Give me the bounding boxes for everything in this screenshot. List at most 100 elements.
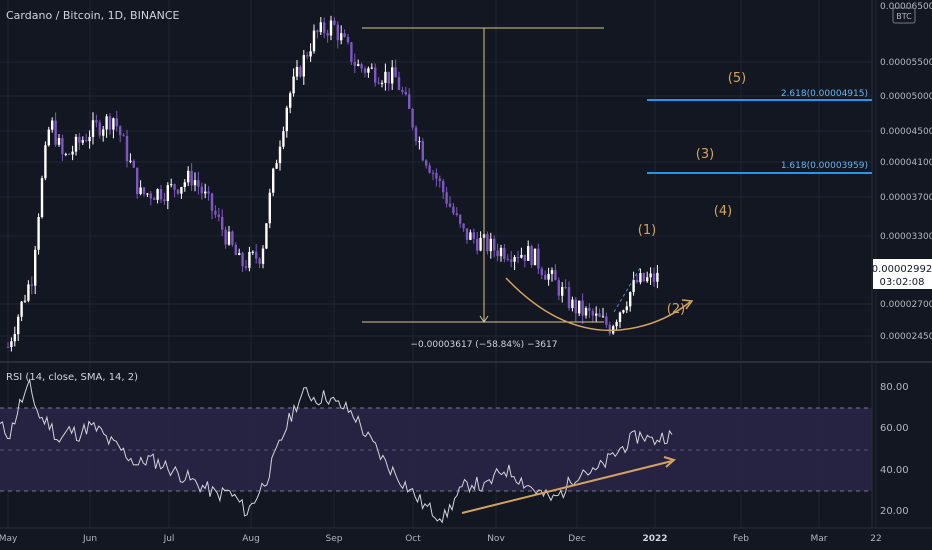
rsi-tick-80: 80.00 [880, 382, 909, 393]
candle-body [564, 286, 567, 288]
candle-body [608, 324, 611, 334]
candle-body [71, 151, 74, 155]
candle-body [561, 286, 564, 296]
candle-body [510, 259, 513, 262]
candle-body [639, 273, 642, 283]
candle-body [584, 307, 588, 316]
candle-body [10, 341, 13, 348]
candle-body [326, 33, 329, 36]
time-tick-label: Aug [242, 534, 260, 544]
candle-body [336, 24, 339, 41]
candle-body [595, 313, 598, 316]
candle-body [408, 94, 411, 109]
candle-body [544, 274, 547, 280]
candle-body [248, 251, 251, 268]
candle-body [299, 66, 302, 77]
candle-body [431, 172, 435, 174]
price-tick-label: 0.00003700 [880, 193, 932, 203]
candle-body [129, 160, 132, 162]
candle-body [459, 214, 462, 224]
candle-body [234, 244, 237, 255]
candles [6, 15, 659, 352]
candle-body [163, 199, 166, 202]
candle-body [387, 71, 390, 84]
candle-body [646, 277, 649, 282]
candle-body [217, 214, 220, 217]
last-price-label: 0.00002992 03:02:08 [872, 259, 932, 289]
price-tick-label: 0.00004500 [880, 127, 932, 137]
candle-body [6, 346, 10, 348]
candle-body [224, 229, 227, 245]
rsi-tick-40: 40.00 [880, 465, 909, 476]
candle-body [323, 22, 326, 34]
candle-body [68, 153, 71, 155]
candle-body [61, 138, 64, 155]
candle-body [550, 270, 554, 274]
candle-body [445, 192, 448, 204]
candle-body [125, 136, 129, 162]
price-tick-top: 0.00006500 [880, 2, 932, 12]
candle-body [319, 22, 322, 33]
candle-body [581, 300, 584, 316]
candle-body [112, 118, 115, 130]
candle-body [578, 300, 581, 314]
time-tick-label: 2022 [642, 534, 667, 544]
time-tick-label: Jul [163, 534, 175, 544]
candle-body [156, 189, 159, 200]
candle-body [170, 184, 173, 186]
fib-label-2618: 2.618(0.00004915) [781, 89, 868, 99]
candle-body [615, 321, 618, 327]
candle-body [377, 82, 380, 84]
candle-body [176, 189, 180, 194]
candle-body [122, 135, 125, 137]
price-axis[interactable]: 0.00006500 0.00005500 0.00005000 0.00004500… [880, 2, 932, 342]
candle-body [428, 165, 431, 173]
fib-label-1618: 1.618(0.00003959) [781, 161, 868, 171]
wave-label-2: (2) [667, 302, 685, 317]
candle-body [51, 120, 54, 130]
candle-body [380, 82, 384, 84]
candle-body [88, 136, 91, 142]
time-tick-label: Mar [811, 534, 828, 544]
price-tick-label: 0.00002700 [880, 300, 932, 310]
rsi-trendline[interactable] [461, 460, 673, 514]
candle-body [329, 20, 333, 36]
candle-body [537, 248, 540, 269]
last-price-value: 0.00002992 [872, 264, 932, 275]
wave-dashed-line [613, 267, 641, 313]
candle-body [622, 310, 625, 313]
candle-body [285, 107, 288, 132]
wave-label-4: (4) [714, 204, 732, 219]
candle-body [261, 248, 265, 264]
candle-body [187, 170, 190, 183]
time-tick-label: May [0, 534, 18, 544]
last-price-box [873, 259, 932, 289]
candle-body [506, 258, 509, 260]
candle-body [486, 234, 489, 252]
candle-body [533, 248, 537, 266]
candle-body [367, 68, 370, 73]
candle-body [183, 182, 186, 188]
candle-body [54, 120, 57, 145]
candle-body [153, 198, 156, 200]
candle-body [598, 313, 601, 317]
measure-tool[interactable] [362, 27, 604, 323]
candle-body [95, 120, 98, 123]
currency-badge[interactable]: BTC [892, 7, 916, 24]
rsi-axis[interactable]: 80.00 60.00 40.00 20.00 [880, 382, 909, 517]
candle-body [190, 170, 193, 186]
candle-body [85, 140, 88, 142]
candle-body [479, 237, 482, 251]
candle-body [421, 141, 424, 161]
candle-body [554, 270, 557, 281]
candle-body [102, 129, 105, 136]
time-axis[interactable]: May Jun Jul Aug Sep Oct Nov Dec 2022 Feb Mar 22 [0, 534, 882, 544]
time-tick-label: Dec [568, 534, 585, 544]
rounded-bottom-arc[interactable] [505, 277, 691, 332]
candle-body [17, 316, 20, 335]
candle-body [302, 55, 305, 77]
time-tick-label: Oct [405, 534, 421, 544]
candle-body [78, 136, 81, 143]
candle-body [411, 108, 414, 128]
